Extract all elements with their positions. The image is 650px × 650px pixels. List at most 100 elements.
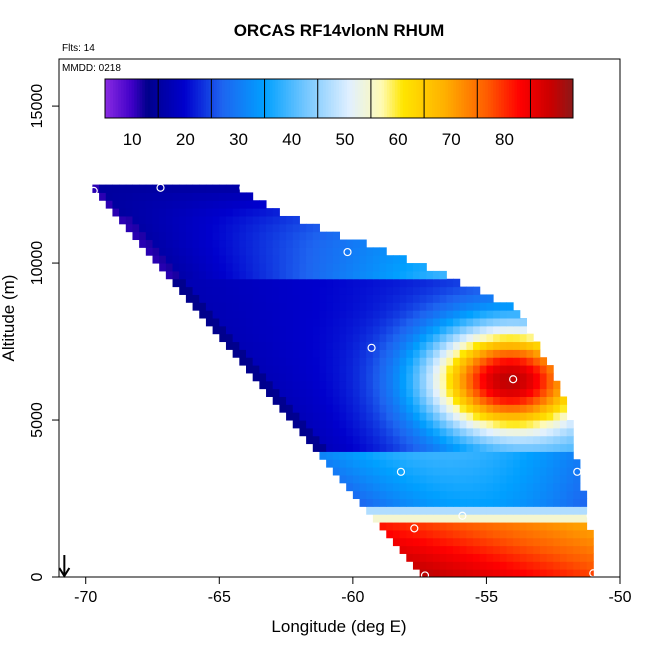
heatmap-cell [359,435,367,445]
colorbar-segment [248,79,252,118]
heatmap-cell [506,506,514,515]
colorbar-segment [362,79,366,118]
heatmap-cell [286,412,294,421]
colorbar-segment [368,79,372,118]
colorbar-segment [559,79,563,118]
heatmap-cell [506,388,514,397]
heatmap-cell [319,420,327,429]
colorbar-tick-label: 80 [495,130,514,149]
colorbar-segment [416,79,420,118]
heatmap-cell [346,372,354,382]
heatmap-cell [392,270,401,280]
heatmap-cell [252,286,260,295]
colorbar-segment [160,79,164,118]
heatmap-cell [379,451,387,460]
heatmap-cell [299,223,307,233]
heatmap-cell [459,341,467,350]
heatmap-cell [112,192,120,201]
heatmap-cell [386,482,394,492]
colorbar-segment [434,79,438,118]
colorbar-segment [432,79,436,118]
heatmap-cell [259,349,267,358]
heatmap-cell [486,561,494,570]
heatmap-cell [366,396,374,405]
heatmap-cell [185,247,194,256]
heatmap-cell [479,380,487,390]
heatmap-cell [199,286,207,295]
colorbar-segment [453,79,457,118]
heatmap-cell [392,412,401,421]
heatmap-cell [499,545,507,554]
heatmap-cell [533,514,541,523]
heatmap-cell [266,310,274,319]
heatmap-cell [446,482,454,492]
heatmap-cell [352,325,361,335]
colorbar-segment [541,79,545,118]
heatmap-cell [159,263,167,272]
heatmap-cell [292,365,300,374]
heatmap-cell [459,396,467,405]
heatmap-cell [366,247,374,256]
heatmap-cell [359,318,367,327]
heatmap-cell [292,247,300,256]
heatmap-cell [493,443,501,452]
heatmap-cell [513,467,521,476]
heatmap-cell [433,514,441,523]
heatmap-cell [412,404,421,413]
heatmap-cell [579,498,588,507]
heatmap-cell [533,498,541,507]
heatmap-cell [346,427,354,437]
heatmap-cell [479,569,487,577]
heatmap-cell [165,231,174,241]
heatmap-cell [406,294,414,303]
heatmap-cell [379,380,387,390]
heatmap-cell [212,247,220,256]
heatmap-cell [332,318,340,327]
heatmap-cell [306,420,314,429]
heatmap-cell [279,255,287,264]
heatmap-cell [246,318,254,327]
heatmap-cell [286,349,294,358]
heatmap-cell [399,270,407,280]
heatmap-cell [359,467,367,476]
colorbar-segment [360,79,364,118]
heatmap-cell [292,223,300,233]
heatmap-cell [346,365,354,374]
heatmap-cell [346,404,354,413]
heatmap-cell [352,294,361,303]
heatmap-cell [406,349,414,358]
heatmap-cell [519,427,527,437]
heatmap-cell [272,231,280,241]
heatmap-cell [526,365,534,374]
heatmap-cell [286,372,294,382]
heatmap-cell [212,302,220,311]
heatmap-cell [426,522,434,531]
heatmap-cell [326,239,334,248]
colorbar-segment [519,79,523,118]
heatmap-cell [499,467,507,476]
heatmap-cell [352,263,361,272]
heatmap-cell [326,372,334,382]
heatmap-cell [359,239,367,248]
heatmap-cell [513,372,521,382]
heatmap-cell [359,263,367,272]
heatmap-cell [252,349,260,358]
heatmap-cell [446,365,454,374]
heatmap-cell [546,412,554,421]
heatmap-cell [379,459,387,468]
heatmap-cell [513,310,521,319]
heatmap-cell [553,412,561,421]
heatmap-cell [439,412,447,421]
colorbar-segment [378,79,382,118]
colorbar-segment [283,79,287,118]
heatmap-cell [493,506,501,515]
heatmap-cell [439,506,447,515]
heatmap-cell [179,231,187,241]
heatmap-cell [266,318,274,327]
heatmap-cell [406,380,414,390]
heatmap-cell [493,474,501,484]
heatmap-cell [332,294,340,303]
heatmap-cell [546,443,554,452]
heatmap-cell [332,380,340,390]
heatmap-cell [366,278,374,288]
